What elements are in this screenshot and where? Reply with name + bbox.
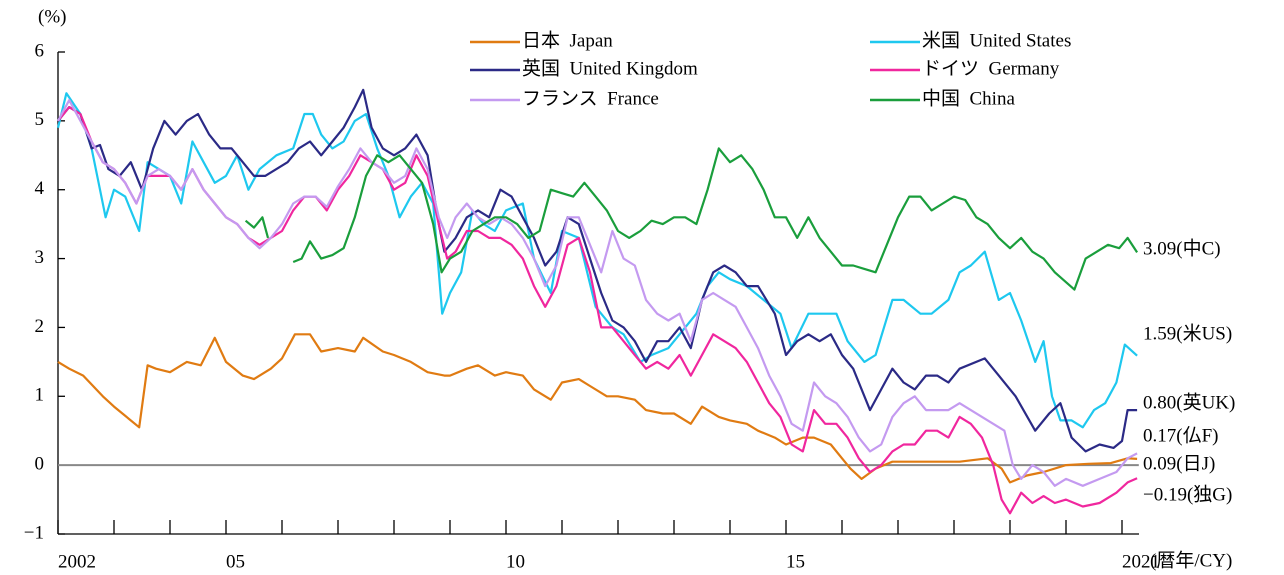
end-label: 0.17(仏F) <box>1143 425 1218 446</box>
y-tick-label: 3 <box>35 247 45 268</box>
series-line <box>57 333 1138 484</box>
legend-label: 英国 United Kingdom <box>522 57 698 79</box>
y-tick-label: 2 <box>35 316 45 337</box>
legend-label: 米国 United States <box>922 29 1071 51</box>
end-label: 3.09(中C) <box>1143 237 1221 259</box>
series-line <box>57 88 1138 453</box>
series-line <box>56 92 1138 429</box>
end-label: 1.59(米US) <box>1143 322 1232 344</box>
y-tick-label: 4 <box>35 178 45 199</box>
x-tick-label: 10 <box>506 551 525 572</box>
y-tick-label: 6 <box>35 40 45 61</box>
y-tick-label: 0 <box>35 454 45 475</box>
x-tick-label: 05 <box>226 551 245 572</box>
end-label: −0.19(独G) <box>1143 483 1232 505</box>
series-line <box>57 99 1138 487</box>
y-tick-label: 1 <box>35 385 45 406</box>
legend-label: フランス France <box>522 88 659 109</box>
end-label: 0.09(日J) <box>1143 453 1215 474</box>
series-line <box>57 106 1138 515</box>
legend-label: 日本 Japan <box>522 29 613 51</box>
x-tick-label: 2021 <box>1122 551 1160 572</box>
y-tick-label: −1 <box>24 522 44 543</box>
x-axis-label: (暦年/CY) <box>1150 549 1232 571</box>
legend-label: 中国 China <box>922 87 1015 109</box>
x-tick-label: 15 <box>786 551 805 572</box>
end-label: 0.80(英UK) <box>1143 391 1235 413</box>
y-tick-label: 5 <box>35 109 45 130</box>
legend-label: ドイツ Germany <box>922 58 1060 79</box>
x-tick-label: 2002 <box>58 551 96 572</box>
series-line <box>244 147 1139 291</box>
y-axis-label: (%) <box>38 6 66 27</box>
